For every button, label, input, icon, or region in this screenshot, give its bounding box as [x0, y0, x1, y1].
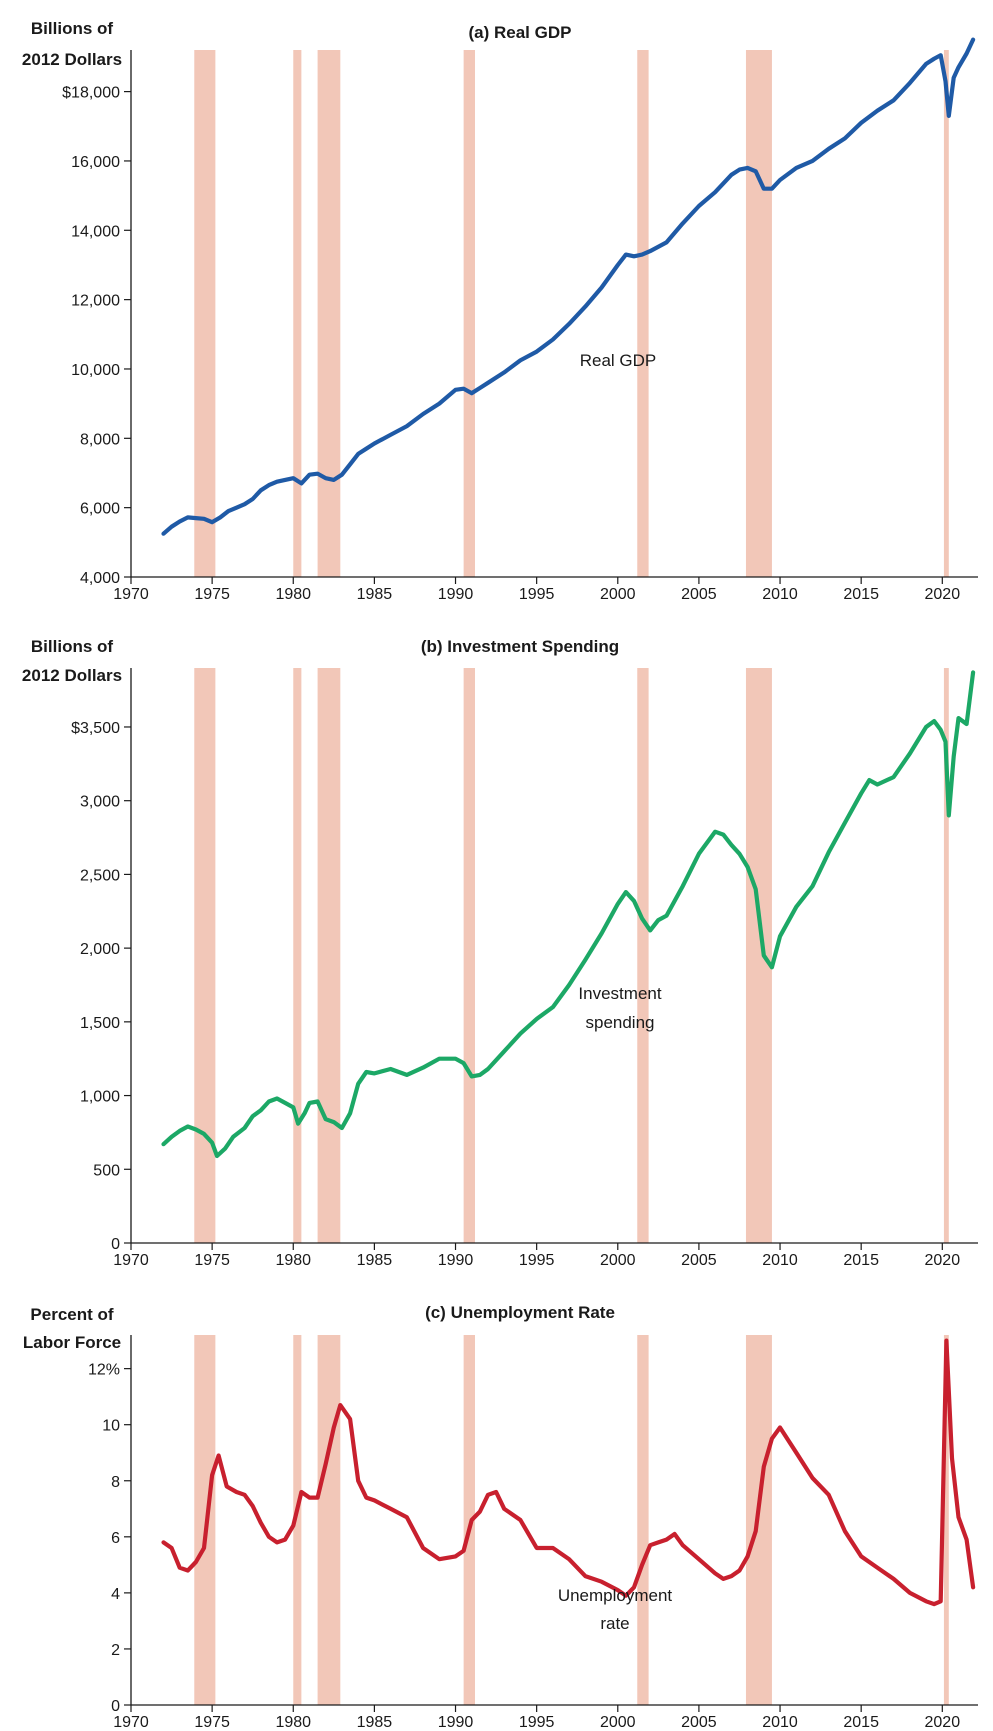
y-tick-label: 12%	[88, 1362, 120, 1379]
recession-band	[745, 668, 772, 1243]
y-tick-label: 2,500	[80, 867, 120, 884]
recession-band	[293, 1335, 302, 1705]
x-tick-label: 1980	[275, 586, 311, 603]
recession-band	[194, 1335, 216, 1705]
series-annotation: Real GDP	[580, 351, 657, 370]
y-axis-label: Billions of	[31, 19, 114, 38]
y-tick-label: 8	[111, 1474, 120, 1491]
x-tick-label: 1985	[357, 586, 393, 603]
series-annotation: spending	[585, 1013, 654, 1032]
recession-band	[317, 50, 341, 577]
panel-investment-spending: 0 500 1,000 1,500 2,000 2,500 3,000 $3,500 1970 1…	[22, 637, 978, 1269]
panel-real-gdp: 4,000 6,000 8,000 10,000 12,000 14,000 16,000 $…	[22, 19, 978, 603]
y-tick-label: 1,500	[80, 1015, 120, 1032]
recession-band	[317, 1335, 341, 1705]
x-tick-label: 2015	[843, 1714, 879, 1731]
series-line	[161, 37, 976, 536]
x-tick-label: 2005	[681, 1252, 717, 1269]
y-tick-label: 0	[111, 1698, 120, 1715]
panel-unemployment-rate: 0 2 4 6 8 10 12% 1970 1975 1980 1985 1990 1995 2000 20…	[23, 1303, 978, 1731]
y-tick-label: 2,000	[80, 941, 120, 958]
x-tick-label: 2000	[600, 1252, 636, 1269]
x-tick-label: 1995	[519, 1714, 555, 1731]
y-tick-label: 10	[102, 1418, 120, 1435]
x-tick-label: 2000	[600, 586, 636, 603]
series-line	[161, 1338, 976, 1607]
recession-band	[317, 668, 341, 1243]
recession-band	[194, 50, 216, 577]
recession-band	[745, 50, 772, 577]
series-annotation: Unemployment	[558, 1586, 673, 1605]
recession-band	[463, 50, 475, 577]
y-tick-label: 8,000	[80, 431, 120, 448]
y-axis-label: 2012 Dollars	[22, 666, 122, 685]
chart-title: (c) Unemployment Rate	[425, 1303, 615, 1322]
recession-band	[943, 1335, 949, 1705]
series-annotation: Investment	[578, 984, 661, 1003]
x-tick-label: 1980	[275, 1714, 311, 1731]
x-tick-label: 1970	[113, 1252, 149, 1269]
x-tick-label: 2015	[843, 1252, 879, 1269]
y-axis-label: Percent of	[30, 1305, 113, 1324]
y-axis-label: Labor Force	[23, 1333, 121, 1352]
recession-band	[463, 668, 475, 1243]
x-tick-label: 1975	[194, 586, 230, 603]
recession-band	[943, 50, 949, 577]
chart-title: (a) Real GDP	[469, 23, 572, 42]
y-tick-label: $3,500	[71, 720, 120, 737]
x-tick-label: 2010	[762, 586, 798, 603]
x-tick-label: 2010	[762, 1714, 798, 1731]
chart-title: (b) Investment Spending	[421, 637, 619, 656]
y-axis-label: Billions of	[31, 637, 114, 656]
y-tick-label: 10,000	[71, 362, 120, 379]
x-tick-label: 2010	[762, 1252, 798, 1269]
x-tick-label: 1970	[113, 1714, 149, 1731]
y-tick-label: 4	[111, 1586, 120, 1603]
x-tick-label: 2005	[681, 1714, 717, 1731]
recession-band	[637, 50, 649, 577]
x-tick-label: 1990	[438, 1714, 474, 1731]
x-tick-label: 2020	[925, 1252, 961, 1269]
x-tick-label: 1985	[357, 1714, 393, 1731]
recession-band	[637, 1335, 649, 1705]
y-tick-label: 6	[111, 1530, 120, 1547]
y-tick-label: 14,000	[71, 223, 120, 240]
y-tick-label: 3,000	[80, 794, 120, 811]
y-tick-label: 4,000	[80, 570, 120, 587]
x-tick-label: 1975	[194, 1714, 230, 1731]
x-tick-label: 1985	[357, 1252, 393, 1269]
recession-band	[293, 668, 302, 1243]
series-annotation: rate	[600, 1614, 629, 1633]
x-tick-label: 2020	[925, 1714, 961, 1731]
recession-band	[293, 50, 302, 577]
x-tick-label: 2020	[925, 586, 961, 603]
x-tick-label: 1995	[519, 586, 555, 603]
y-tick-label: 1,000	[80, 1089, 120, 1106]
series-line	[161, 670, 976, 1159]
recession-band	[943, 668, 949, 1243]
y-tick-label: 16,000	[71, 154, 120, 171]
x-tick-label: 2005	[681, 586, 717, 603]
recession-band	[463, 1335, 475, 1705]
x-tick-label: 1990	[438, 586, 474, 603]
x-tick-label: 2015	[843, 586, 879, 603]
y-tick-label: 12,000	[71, 293, 120, 310]
y-tick-label: 0	[111, 1236, 120, 1253]
x-tick-label: 1970	[113, 586, 149, 603]
y-tick-label: 2	[111, 1642, 120, 1659]
x-tick-label: 1995	[519, 1252, 555, 1269]
y-tick-label: 6,000	[80, 501, 120, 518]
x-tick-label: 1975	[194, 1252, 230, 1269]
y-tick-label: $18,000	[62, 85, 120, 102]
x-tick-label: 1980	[275, 1252, 311, 1269]
x-tick-label: 2000	[600, 1714, 636, 1731]
y-tick-label: 500	[93, 1162, 120, 1179]
recession-band	[194, 668, 216, 1243]
recession-band	[637, 668, 649, 1243]
x-tick-label: 1990	[438, 1252, 474, 1269]
y-axis-label: 2012 Dollars	[22, 50, 122, 69]
